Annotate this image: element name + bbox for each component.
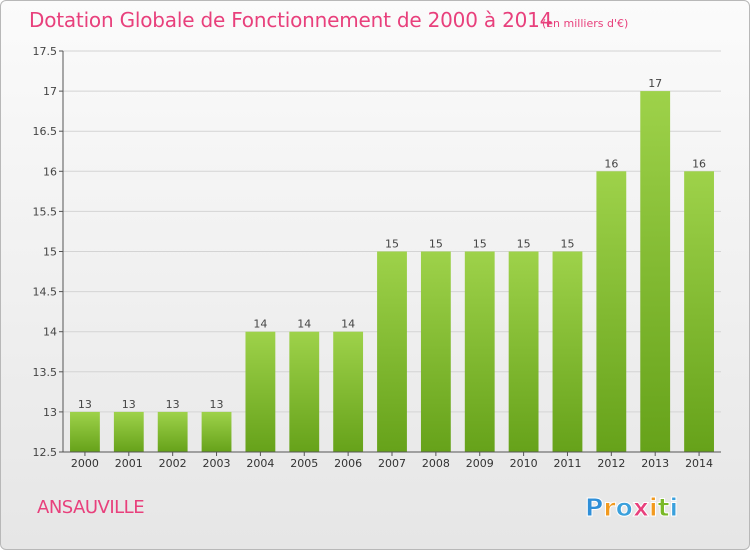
data-label: 15 [517, 238, 531, 251]
bar-2010 [508, 251, 539, 452]
x-axis: 2000 2001 2002 2003 2004 2005 2006 2007 2008 2009… [63, 451, 721, 470]
x-tick-label: 2014 [685, 457, 713, 470]
x-tick-label: 2006 [334, 457, 362, 470]
x-tick-label: 2008 [422, 457, 450, 470]
y-tick-label: 14.5 [33, 286, 58, 299]
bar-2002 [157, 411, 188, 452]
y-tick-label: 16.5 [33, 125, 58, 138]
bar-2004 [245, 331, 276, 452]
data-label: 13 [166, 398, 180, 411]
data-label: 15 [560, 238, 574, 251]
data-label: 15 [473, 238, 487, 251]
data-label: 16 [692, 157, 706, 170]
x-tick-label: 2005 [290, 457, 318, 470]
data-label: 14 [341, 318, 355, 331]
y-axis: 12.5 13 13.5 14 14.5 15 15.5 16 16.5 17 17.5 [33, 45, 64, 459]
y-tick-label: 15.5 [33, 205, 58, 218]
x-tick-label: 2004 [246, 457, 274, 470]
chart-title: Dotation Globale de Fonctionnement de 20… [29, 8, 553, 32]
bar-2006 [333, 331, 364, 452]
x-tick-label: 2012 [597, 457, 625, 470]
x-tick-label: 2000 [71, 457, 99, 470]
data-label: 16 [604, 157, 618, 170]
commune-name: ANSAUVILLE [37, 497, 145, 518]
bar-2007 [377, 251, 407, 452]
data-label: 14 [297, 318, 311, 331]
data-labels: 13 13 13 13 14 14 14 15 15 15 15 15 16 17 16 [78, 77, 706, 411]
data-label: 15 [429, 238, 443, 251]
x-tick-label: 2003 [203, 457, 231, 470]
chart-subtitle: (en milliers d'€) [542, 17, 629, 30]
data-label: 14 [253, 318, 267, 331]
data-label: 13 [122, 398, 136, 411]
y-tick-label: 17 [43, 85, 57, 98]
y-tick-label: 13.5 [33, 366, 58, 379]
x-tick-label: 2013 [641, 457, 669, 470]
bar-2012 [596, 171, 627, 453]
bar-2003 [201, 411, 232, 452]
svg-text:Proxiti: Proxiti [585, 493, 678, 522]
y-tick-label: 14 [43, 326, 57, 339]
bar-2000 [70, 411, 100, 452]
x-tick-label: 2001 [115, 457, 143, 470]
y-tick-label: 16 [43, 165, 57, 178]
x-tick-label: 2007 [378, 457, 406, 470]
y-tick-label: 13 [43, 406, 57, 419]
x-tick-label: 2010 [510, 457, 538, 470]
proxiti-logo[interactable]: Proxiti [583, 489, 693, 525]
data-label: 13 [210, 398, 224, 411]
bar-2008 [420, 251, 451, 452]
bar-2009 [464, 251, 495, 452]
y-tick-label: 12.5 [33, 446, 58, 459]
bar-2005 [289, 331, 320, 452]
bar-2001 [113, 411, 144, 452]
x-tick-label: 2002 [159, 457, 187, 470]
bar-2013 [640, 91, 671, 452]
data-label: 17 [648, 77, 662, 90]
y-tick-label: 17.5 [33, 45, 58, 58]
bar-2011 [552, 251, 583, 452]
y-tick-label: 15 [43, 246, 57, 259]
x-tick-label: 2011 [553, 457, 581, 470]
bars [70, 91, 714, 453]
data-label: 15 [385, 238, 399, 251]
x-tick-label: 2009 [466, 457, 494, 470]
bar-2014 [684, 171, 714, 453]
data-label: 13 [78, 398, 92, 411]
